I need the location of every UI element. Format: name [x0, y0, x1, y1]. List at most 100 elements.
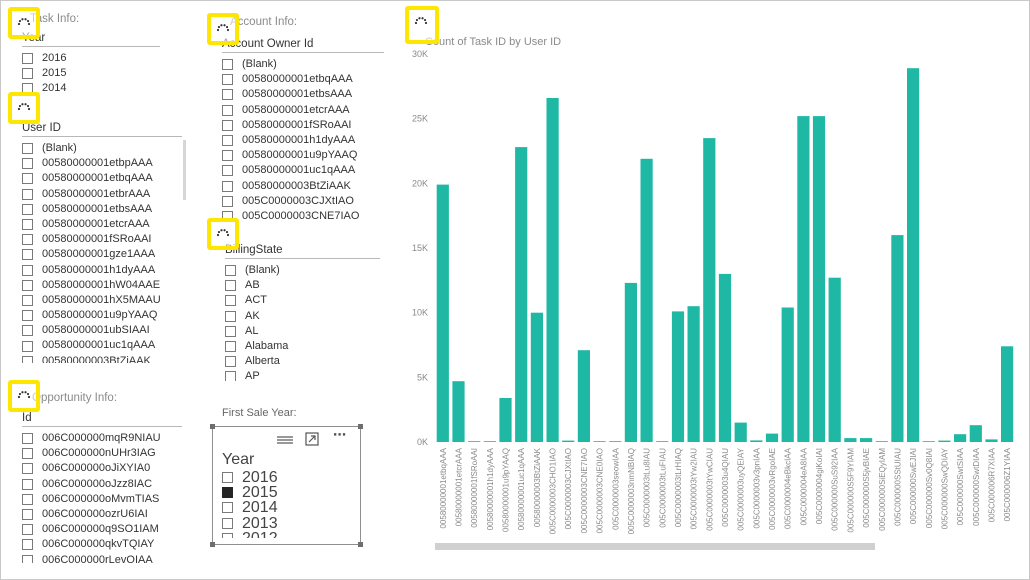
checkbox[interactable] [22, 340, 33, 352]
account-owner-item[interactable]: 00580000001etcrAAA [222, 103, 384, 118]
billing-state-item[interactable]: AP [225, 369, 380, 381]
checkbox[interactable] [22, 509, 33, 521]
resize-handle[interactable] [358, 542, 363, 547]
checkbox[interactable] [222, 104, 233, 116]
checkbox[interactable] [22, 143, 33, 155]
checkbox[interactable] [222, 89, 233, 101]
opportunity-id-item[interactable]: 006C000000ozrU6IAI [22, 507, 182, 522]
opportunity-id-item[interactable]: 006C000000qkvTQIAY [22, 537, 182, 552]
user-id-item[interactable]: (Blank) [22, 141, 182, 156]
account-owner-item[interactable]: 005C0000003CJXtIAO [222, 194, 384, 209]
checkbox[interactable] [22, 158, 33, 170]
checkbox[interactable] [222, 195, 233, 207]
first-sale-year-visual[interactable]: ⋯ Year 20162015201420132012 [210, 424, 363, 547]
first-sale-year-item[interactable]: 2015 [222, 485, 352, 501]
checkbox[interactable] [22, 478, 33, 490]
opportunity-id-item[interactable]: 006C000000nUHr3IAG [22, 446, 182, 461]
billing-state-item[interactable]: AL [225, 324, 380, 339]
account-owner-item[interactable]: 00580000003BtZiAAK [222, 179, 384, 194]
checkbox[interactable] [22, 539, 33, 551]
checkbox[interactable] [222, 487, 233, 499]
checkbox[interactable] [225, 325, 236, 337]
checkbox[interactable] [22, 188, 33, 200]
user-id-item[interactable]: 00580000001etbpAAA [22, 156, 182, 171]
user-id-item[interactable]: 00580000001etcrAAA [22, 217, 182, 232]
user-id-item[interactable]: 00580000001hX5MAAU [22, 293, 182, 308]
checkbox[interactable] [222, 150, 233, 162]
user-id-item[interactable]: 00580000001etbqAAA [22, 171, 182, 186]
account-owner-item[interactable]: 00580000001etbsAAA [222, 87, 384, 102]
more-options-icon[interactable]: ⋯ [333, 427, 347, 442]
opportunity-id-list[interactable]: 006C000000mqR9NIAU 006C000000nUHr3IAG 006C… [22, 431, 182, 563]
opportunity-id-item[interactable]: 006C000000q9SO1IAM [22, 522, 182, 537]
checkbox[interactable] [222, 74, 233, 86]
user-id-item[interactable]: 00580000001u9pYAAQ [22, 308, 182, 323]
user-id-item[interactable]: 00580000001fSRoAAI [22, 232, 182, 247]
checkbox[interactable] [22, 53, 33, 65]
account-owner-item[interactable]: 00580000001h1dyAAA [222, 133, 384, 148]
account-owner-item[interactable]: 00580000001fSRoAAI [222, 118, 384, 133]
opportunity-id-item[interactable]: 006C000000oJzz8IAC [22, 477, 182, 492]
checkbox[interactable] [22, 173, 33, 185]
checkbox[interactable] [22, 234, 33, 246]
checkbox[interactable] [22, 219, 33, 231]
account-owner-item[interactable]: 00580000001etbqAAA [222, 72, 384, 87]
checkbox[interactable] [22, 493, 33, 505]
first-sale-year-item[interactable]: 2012 [222, 530, 352, 538]
account-owner-list[interactable]: (Blank) 00580000001etbqAAA 00580000001etbs… [222, 57, 384, 225]
account-owner-item[interactable]: (Blank) [222, 57, 384, 72]
task-year-item[interactable]: 2014 [22, 81, 160, 96]
checkbox[interactable] [222, 119, 233, 131]
checkbox[interactable] [22, 249, 33, 261]
checkbox[interactable] [222, 502, 233, 514]
checkbox[interactable] [22, 463, 33, 475]
user-id-item[interactable]: 00580000003BtZiAAK [22, 354, 182, 363]
checkbox[interactable] [22, 554, 33, 563]
drag-handle-icon[interactable] [277, 435, 293, 447]
checkbox[interactable] [225, 371, 236, 381]
first-sale-year-item[interactable]: 2014 [222, 500, 352, 516]
user-id-item[interactable]: 00580000001etbrAAA [22, 187, 182, 202]
checkbox[interactable] [225, 356, 236, 368]
first-sale-year-list[interactable]: 20162015201420132012 [222, 470, 352, 538]
chart-horizontal-scrollbar[interactable] [435, 543, 875, 550]
checkbox[interactable] [222, 165, 233, 177]
opportunity-id-item[interactable]: 006C000000mqR9NIAU [22, 431, 182, 446]
checkbox[interactable] [225, 280, 236, 292]
user-id-item[interactable]: 00580000001etbsAAA [22, 202, 182, 217]
billing-state-list[interactable]: (Blank) AB ACT AK AL Alabama Alberta AP [225, 263, 380, 381]
billing-state-item[interactable]: AK [225, 309, 380, 324]
billing-state-item[interactable]: (Blank) [225, 263, 380, 278]
checkbox[interactable] [222, 517, 233, 529]
checkbox[interactable] [22, 310, 33, 322]
checkbox[interactable] [225, 295, 236, 307]
opportunity-id-item[interactable]: 006C000000oJiXYIA0 [22, 461, 182, 476]
opportunity-id-item[interactable]: 006C000000oMvmTIAS [22, 492, 182, 507]
checkbox[interactable] [22, 433, 33, 445]
billing-state-item[interactable]: Alabama [225, 339, 380, 354]
user-id-item[interactable]: 00580000001h1dyAAA [22, 263, 182, 278]
checkbox[interactable] [222, 135, 233, 147]
user-id-item[interactable]: 00580000001ubSIAAI [22, 323, 182, 338]
checkbox[interactable] [22, 355, 33, 363]
checkbox[interactable] [225, 265, 236, 277]
checkbox[interactable] [22, 203, 33, 215]
billing-state-item[interactable]: AB [225, 278, 380, 293]
first-sale-year-item[interactable]: 2013 [222, 515, 352, 531]
resize-handle[interactable] [358, 424, 363, 429]
account-owner-item[interactable]: 00580000001uc1qAAA [222, 163, 384, 178]
focus-mode-icon[interactable] [305, 432, 319, 448]
resize-handle[interactable] [210, 424, 215, 429]
account-owner-item[interactable]: 005C0000003CNE7IAO [222, 209, 384, 224]
opportunity-id-item[interactable]: 006C000000rLevQIAA [22, 553, 182, 563]
user-id-list[interactable]: (Blank) 00580000001etbpAAA 00580000001etbq… [22, 141, 182, 363]
checkbox[interactable] [22, 68, 33, 80]
checkbox[interactable] [22, 448, 33, 460]
billing-state-item[interactable]: Alberta [225, 354, 380, 369]
user-id-item[interactable]: 00580000001hW04AAE [22, 278, 182, 293]
checkbox[interactable] [225, 341, 236, 353]
checkbox[interactable] [222, 472, 233, 484]
checkbox[interactable] [225, 310, 236, 322]
task-year-item[interactable]: 2015 [22, 66, 160, 81]
user-id-item[interactable]: 00580000001uc1qAAA [22, 338, 182, 353]
